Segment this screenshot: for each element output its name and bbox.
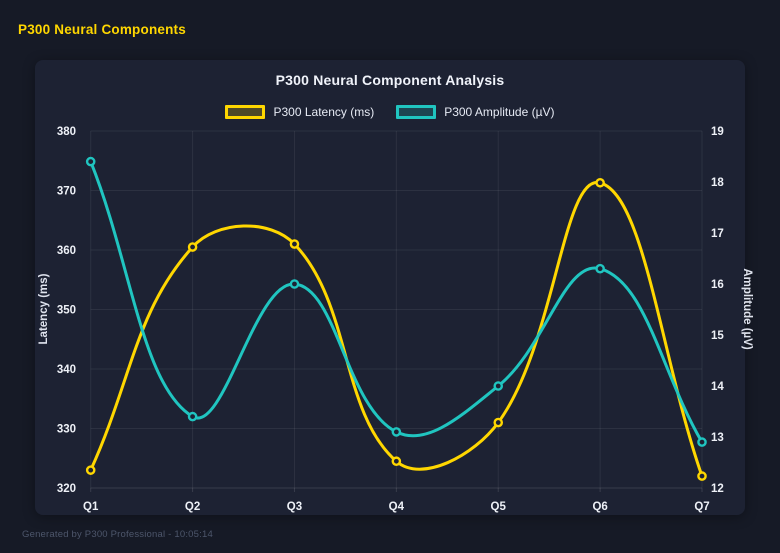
series-points-latency[interactable]	[85, 177, 707, 481]
data-point[interactable]	[85, 156, 96, 167]
svg-text:Q5: Q5	[491, 501, 507, 513]
svg-text:320: 320	[57, 483, 76, 495]
svg-text:18: 18	[711, 177, 724, 189]
legend-item-latency[interactable]: P300 Latency (ms)	[225, 105, 374, 119]
legend-label-latency: P300 Latency (ms)	[273, 105, 375, 119]
svg-text:Q7: Q7	[694, 501, 709, 513]
svg-text:12: 12	[711, 483, 724, 495]
data-point[interactable]	[697, 471, 707, 481]
gridlines	[90, 130, 703, 492]
footer-caption: Generated by P300 Professional - 10:05:1…	[22, 529, 213, 540]
data-point[interactable]	[391, 427, 402, 437]
svg-text:17: 17	[711, 228, 724, 240]
legend-swatch-amplitude-icon	[396, 105, 437, 119]
right-axis-ticks: 12 13 14 15 16 17 18 19	[711, 126, 724, 495]
data-point[interactable]	[289, 279, 300, 289]
svg-text:380: 380	[57, 126, 76, 138]
data-point[interactable]	[697, 437, 707, 447]
svg-text:340: 340	[57, 364, 76, 376]
data-point[interactable]	[85, 465, 96, 475]
data-point[interactable]	[595, 263, 605, 274]
svg-text:Q4: Q4	[389, 501, 405, 513]
svg-text:350: 350	[57, 305, 76, 317]
chart-title: P300 Neural Component Analysis	[275, 72, 505, 88]
left-axis-ticks: 320 330 340 350 360 370 380	[57, 126, 76, 495]
svg-text:360: 360	[57, 245, 76, 257]
legend-item-amplitude[interactable]: P300 Amplitude (µV)	[396, 105, 555, 119]
data-point[interactable]	[289, 239, 300, 249]
svg-text:15: 15	[711, 330, 724, 342]
data-point[interactable]	[493, 381, 504, 391]
svg-text:16: 16	[711, 279, 724, 291]
data-point[interactable]	[187, 411, 198, 422]
right-axis-title: Amplitude (µV)	[741, 268, 753, 350]
svg-text:Q6: Q6	[592, 501, 607, 513]
chart-legend: P300 Latency (ms) P300 Amplitude (µV)	[35, 104, 745, 120]
left-axis-title: Latency (ms)	[38, 273, 50, 344]
legend-label-amplitude: P300 Amplitude (µV)	[444, 105, 555, 119]
svg-text:Q1: Q1	[83, 501, 99, 513]
x-axis-ticks: Q1 Q2 Q3 Q4 Q5 Q6 Q7	[83, 501, 710, 513]
svg-text:14: 14	[711, 381, 724, 393]
data-point[interactable]	[391, 456, 402, 467]
data-point[interactable]	[493, 417, 504, 428]
series-points-amplitude[interactable]	[85, 156, 707, 447]
legend-swatch-latency-icon	[225, 105, 266, 119]
svg-text:13: 13	[711, 432, 724, 444]
svg-text:19: 19	[711, 126, 724, 138]
data-point[interactable]	[187, 242, 198, 252]
svg-text:Q2: Q2	[185, 501, 200, 513]
page-title: P300 Neural Components	[18, 22, 186, 37]
svg-text:330: 330	[57, 424, 76, 436]
svg-text:Q3: Q3	[287, 501, 302, 513]
data-point[interactable]	[595, 177, 605, 188]
svg-text:370: 370	[57, 186, 76, 198]
